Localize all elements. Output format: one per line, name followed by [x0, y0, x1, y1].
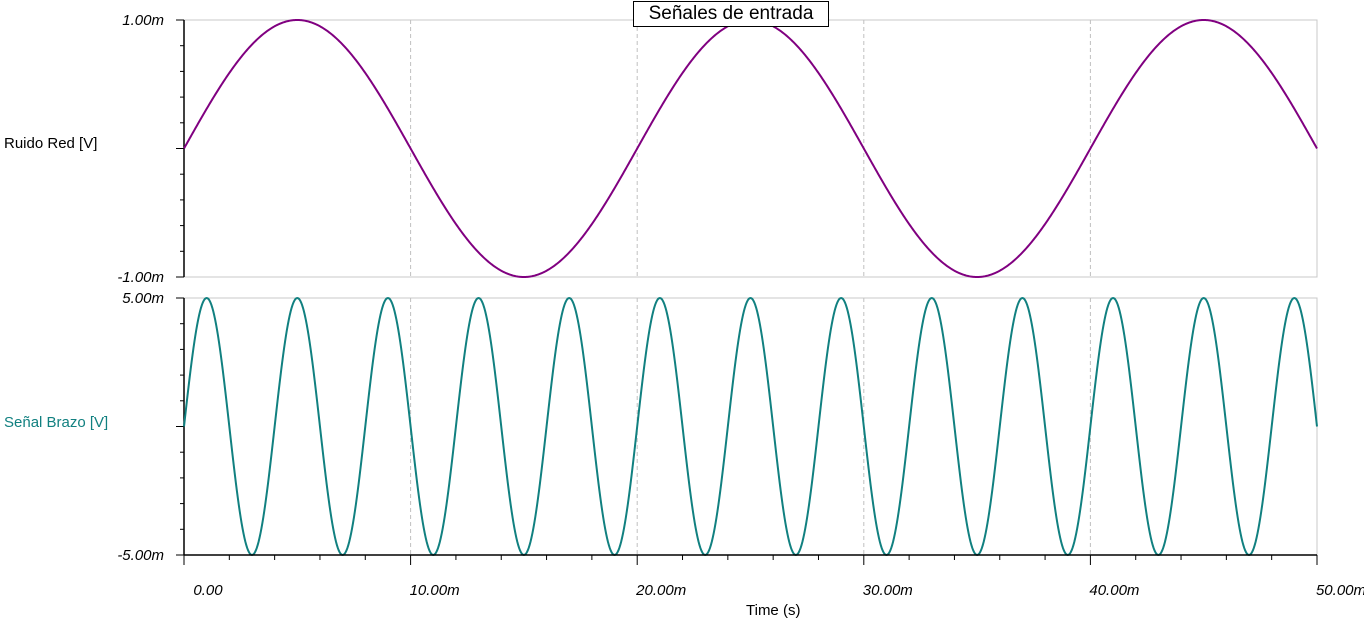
y-tick-label-top-1: 5.00m: [122, 290, 164, 307]
x-tick-label-2: 20.00m: [635, 582, 686, 599]
y-tick-label-bottom-1: -5.00m: [117, 547, 164, 564]
x-tick-label-4: 40.00m: [1089, 582, 1139, 599]
x-axis-label: Time (s): [746, 602, 801, 619]
x-tick-label-3: 30.00m: [863, 582, 913, 599]
chart-title: Señales de entrada: [633, 1, 829, 27]
series-line-1-0: [183, 296, 1318, 557]
x-tick-label-0: 0.00: [193, 582, 223, 599]
y-axis-label-senal-brazo: Señal Brazo [V]: [4, 414, 109, 431]
series-line-0-0: [183, 18, 1318, 279]
x-tick-label-1: 10.00m: [410, 582, 460, 599]
y-tick-label-top-0: 1.00m: [122, 12, 164, 29]
x-tick-label-5: 50.00m: [1316, 582, 1364, 599]
y-axis-label-ruido-red: Ruido Red [V]: [4, 135, 98, 152]
y-tick-label-bottom-0: -1.00m: [117, 269, 164, 286]
